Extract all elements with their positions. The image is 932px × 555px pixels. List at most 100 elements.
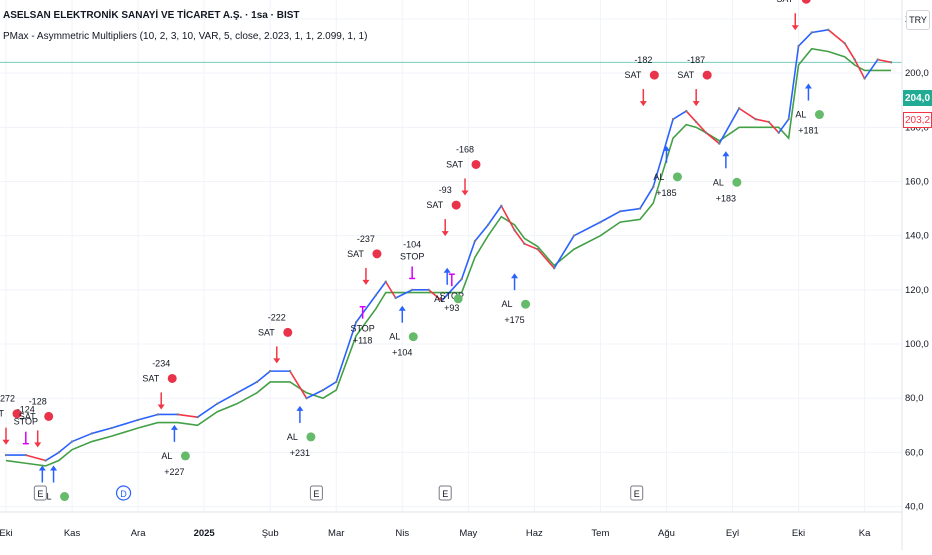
signal-buy[interactable]: AL (434, 267, 463, 304)
signal-sell[interactable]: SAT -272 (0, 394, 22, 445)
price-point (552, 266, 556, 270)
signal-sell[interactable]: SAT-180 (776, 0, 811, 31)
indicator-legend[interactable]: PMax - Asymmetric Multipliers (10, 2, 3,… (3, 31, 368, 42)
signal-label: AL (389, 332, 400, 342)
signal-buy[interactable]: AL +183 (713, 151, 742, 203)
price-segment (137, 413, 159, 421)
signal-buy[interactable]: AL +181 (795, 83, 824, 136)
signal-stop[interactable]: STOP -124 (14, 405, 38, 445)
price-segment (768, 121, 780, 134)
price-segment (44, 451, 60, 462)
event-marker[interactable]: E (309, 485, 323, 501)
earnings-icon (630, 485, 644, 501)
signal-value: -187 (687, 55, 705, 65)
price-segment (754, 118, 770, 123)
price-point (694, 120, 698, 124)
sell-dot-icon (372, 249, 382, 259)
price-point (787, 117, 790, 121)
signal-label: STOP (440, 291, 464, 301)
signal-label: SAT (142, 373, 159, 383)
price-point (572, 234, 576, 237)
price-point (513, 229, 516, 232)
price-point (797, 44, 800, 48)
price-segment (599, 210, 622, 223)
event-marker[interactable]: D (115, 485, 132, 501)
buy-dot-icon (453, 294, 463, 304)
signal-sell[interactable]: SAT -234 (142, 358, 177, 410)
price-point (536, 248, 539, 251)
signal-sell[interactable]: SAT -182 (624, 55, 659, 107)
price-point (853, 58, 856, 61)
price-segment (695, 121, 707, 134)
signal-stop[interactable]: STOP +118 (350, 305, 375, 346)
signal-stop[interactable]: STOP +93 (440, 273, 464, 313)
buy-arrow-head (296, 405, 304, 411)
signal-label: SAT (776, 0, 793, 4)
price-segment (500, 205, 516, 232)
signal-buy[interactable]: AL +227 (161, 424, 190, 477)
signal-buy[interactable] (38, 465, 46, 483)
buy-arrow-head (511, 273, 519, 279)
price-segment (256, 370, 271, 383)
dividend-icon (115, 485, 132, 501)
x-tick-label: Ağu (658, 528, 675, 539)
buy-dot-icon (732, 177, 742, 187)
price-point (235, 391, 239, 395)
x-tick-label: 2025 (194, 528, 216, 539)
price-point (410, 288, 414, 292)
signal-value: +183 (716, 193, 736, 203)
price-point (460, 277, 463, 281)
sell-arrow-head (692, 101, 700, 107)
symbol-title[interactable]: ASELSAN ELEKTRONİK SANAYİ VE TİCARET A.Ş… (3, 10, 300, 21)
x-tick-label: Haz (526, 528, 543, 539)
signal-sell[interactable]: SAT -93 (426, 185, 461, 237)
sell-dot-icon (801, 0, 811, 4)
signal-sell[interactable]: SAT -237 (347, 234, 382, 285)
signal-label: SAT (624, 70, 641, 80)
signal-sell[interactable]: SAT -222 (258, 312, 293, 364)
sell-arrow-head (34, 442, 42, 448)
signal-sell[interactable]: SAT -168 (446, 144, 481, 196)
signal-buy[interactable]: AL +231 (287, 405, 316, 458)
signal-value: +175 (504, 315, 524, 325)
signal-value: +185 (656, 188, 676, 198)
signal-buy[interactable]: AL +104 (389, 305, 418, 358)
price-point (638, 207, 642, 210)
price-segment (797, 31, 813, 47)
price-point (619, 210, 622, 213)
price-point (110, 426, 113, 430)
currency-button[interactable]: TRY (906, 10, 930, 30)
price-point (255, 380, 259, 384)
event-marker[interactable]: E (438, 485, 452, 501)
price-segment (176, 413, 199, 418)
price-segment (216, 392, 238, 405)
price-segment (876, 58, 892, 64)
signal-label: AL (287, 432, 298, 442)
signal-label: SAT (677, 70, 694, 80)
signal-buy[interactable]: AL +175 (502, 273, 531, 325)
signal-label: AL (795, 110, 806, 120)
price-segment (427, 289, 443, 302)
event-marker[interactable]: E (33, 485, 47, 501)
buy-dot-icon (180, 451, 190, 461)
event-label: E (442, 489, 448, 499)
buy-arrow-head (170, 424, 178, 430)
price-point (685, 109, 688, 113)
price-segment (639, 186, 655, 210)
signal-stop[interactable]: STOP -104 (400, 239, 424, 280)
signal-label: AL (713, 177, 724, 187)
signal-sell[interactable]: SAT -128 (19, 396, 54, 448)
price-point (863, 77, 866, 80)
current-price-tag: 204,0 (903, 90, 932, 106)
earnings-icon (438, 485, 452, 501)
price-segment (705, 131, 721, 145)
signal-value: -234 (152, 358, 170, 368)
signal-sell[interactable]: SAT -187 (677, 55, 712, 107)
event-marker[interactable]: E (630, 485, 644, 501)
signal-buy[interactable]: AL +185 (653, 145, 682, 198)
sell-arrow-head (791, 25, 799, 31)
buy-dot-icon (60, 492, 70, 502)
x-tick-label: Ka (859, 528, 871, 539)
